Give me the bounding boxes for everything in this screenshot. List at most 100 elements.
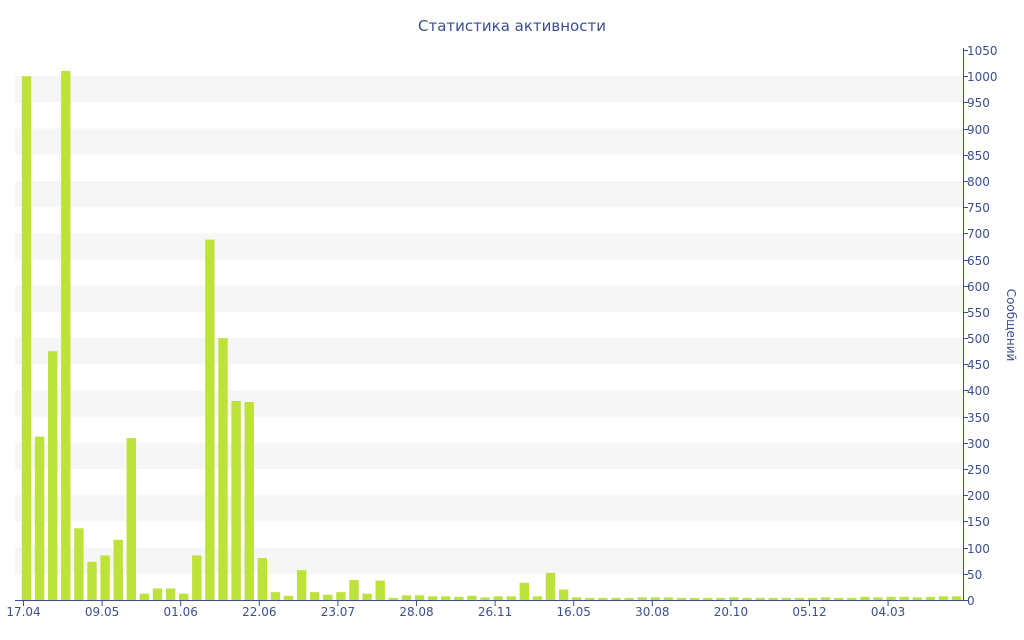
bar <box>716 597 726 600</box>
bar <box>296 570 307 600</box>
bar <box>218 338 228 600</box>
bar <box>834 597 844 600</box>
bar <box>270 592 281 600</box>
bar <box>100 555 110 600</box>
bar <box>74 528 84 600</box>
bar <box>611 597 621 600</box>
grid-band <box>15 338 963 365</box>
x-tick-label: 05.12 <box>792 605 826 619</box>
bar <box>676 597 687 600</box>
grid-band <box>15 285 963 312</box>
y-tick-label: 550 <box>967 306 990 320</box>
bar <box>427 596 438 600</box>
bar <box>794 597 805 600</box>
bar <box>637 597 647 600</box>
x-tick-label: 01.06 <box>164 605 198 619</box>
bar <box>886 596 896 600</box>
bar <box>624 597 634 600</box>
bar <box>61 70 71 600</box>
y-tick-label: 600 <box>967 280 990 294</box>
bar <box>414 595 425 600</box>
bar <box>244 402 254 600</box>
bar <box>506 596 516 600</box>
bar <box>21 76 32 600</box>
x-axis-ticks: 17.04 09.05 01.06 22.06 23.07 28.08 26.11 16.05… <box>6 600 905 619</box>
x-tick-label: 30.08 <box>635 605 669 619</box>
y-tick-label: 900 <box>967 123 990 137</box>
x-tick-label: 17.04 <box>6 605 40 619</box>
bar <box>126 438 136 600</box>
y-tick-label: 450 <box>967 358 990 372</box>
bar <box>755 597 765 600</box>
grid-band <box>15 76 963 103</box>
y-tick-label: 950 <box>967 96 990 110</box>
y-tick-label: 800 <box>967 175 990 189</box>
bar <box>139 593 150 600</box>
y-tick-label: 250 <box>967 463 990 477</box>
bar <box>532 596 543 600</box>
y-tick-label: 850 <box>967 149 990 163</box>
y-tick-label: 700 <box>967 227 990 241</box>
bar <box>729 597 739 600</box>
bar <box>205 239 215 600</box>
y-tick-label: 150 <box>967 515 990 529</box>
y-tick-label: 1050 <box>967 44 998 58</box>
bar <box>650 597 660 600</box>
bar <box>152 588 163 600</box>
bar <box>310 592 320 600</box>
bar <box>925 596 936 600</box>
bar <box>781 597 791 600</box>
bar <box>87 561 97 600</box>
bar <box>899 596 909 600</box>
y-axis-ticks: 0 50 100 150 200 250 300 350 400 450 500 550 600 650 7… <box>963 44 998 608</box>
bar <box>951 596 962 600</box>
chart-title: Статистика активности <box>418 17 606 35</box>
x-tick-label: 28.08 <box>399 605 433 619</box>
bar <box>441 596 451 600</box>
bar <box>34 436 45 600</box>
grid-band <box>15 390 963 417</box>
bar <box>820 597 831 600</box>
bar <box>703 597 713 600</box>
bar <box>454 596 464 600</box>
bar <box>480 597 490 600</box>
y-tick-label: 350 <box>967 411 990 425</box>
x-tick-label: 26.11 <box>478 605 512 619</box>
bar <box>362 593 372 600</box>
bar <box>48 351 58 600</box>
bar <box>807 597 818 600</box>
y-axis-label: Сообщений <box>1004 289 1018 362</box>
bar <box>742 597 752 600</box>
bar <box>912 597 922 600</box>
bar-series <box>21 70 962 600</box>
x-tick-label: 22.06 <box>242 605 276 619</box>
x-tick-label: 20.10 <box>714 605 748 619</box>
bar <box>545 572 556 600</box>
bar <box>323 594 333 600</box>
bar <box>165 588 176 600</box>
bar <box>401 595 412 600</box>
bar <box>873 597 883 600</box>
bar <box>467 595 477 600</box>
bar <box>847 597 857 600</box>
bar <box>179 593 189 600</box>
bar <box>192 555 202 600</box>
bar <box>231 400 241 600</box>
bar <box>768 597 778 600</box>
y-tick-label: 300 <box>967 437 990 451</box>
grid-band <box>15 180 963 208</box>
y-tick-label: 50 <box>967 568 982 582</box>
y-tick-label: 650 <box>967 254 990 268</box>
bar <box>663 597 674 600</box>
grid-bands <box>15 76 963 574</box>
y-tick-label: 500 <box>967 332 990 346</box>
bar <box>388 597 398 600</box>
bar <box>860 596 870 600</box>
x-tick-label: 23.07 <box>321 605 355 619</box>
x-tick-label: 16.05 <box>557 605 591 619</box>
x-tick-label: 04.03 <box>871 605 905 619</box>
bar <box>113 539 123 600</box>
bar <box>257 558 267 600</box>
y-tick-label: 200 <box>967 489 990 503</box>
